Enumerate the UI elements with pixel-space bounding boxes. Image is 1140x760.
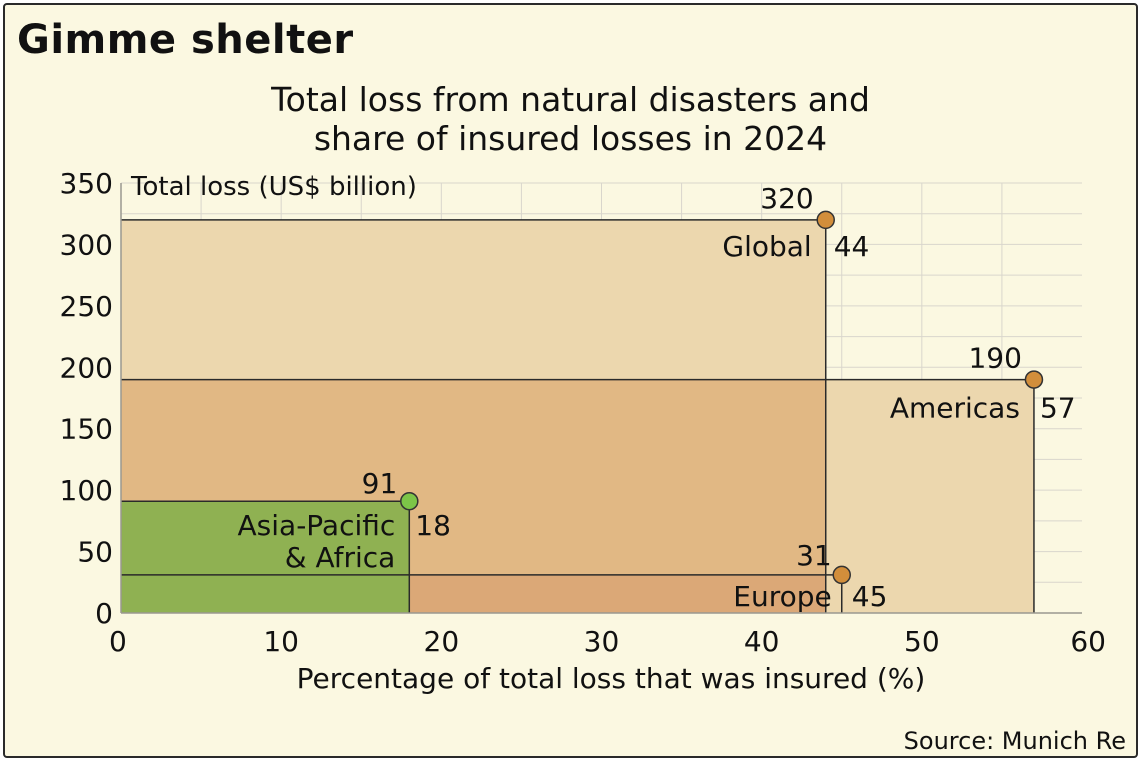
x-tick-label: 0	[109, 625, 127, 658]
region-label-americas: Americas	[890, 392, 1020, 425]
chart-title-line-1: Total loss from natural disasters and	[271, 80, 870, 119]
y-axis-title: Total loss (US$ billion)	[130, 172, 417, 202]
y-tick-label: 0	[95, 597, 113, 630]
region-label-global: Global	[722, 230, 811, 263]
y-tick-label: 150	[60, 413, 113, 446]
marker-asia-pacific	[400, 491, 419, 511]
value-label-europe-insured: 45	[852, 580, 888, 613]
value-label-americas-loss: 190	[968, 342, 1021, 375]
value-label-americas-insured: 57	[1040, 392, 1076, 425]
value-label-asia-pacific-insured: 18	[415, 509, 451, 542]
y-tick-label: 300	[60, 228, 113, 261]
y-tick-label: 100	[60, 474, 113, 507]
marker-europe	[832, 565, 851, 585]
y-tick-label: 50	[77, 536, 113, 569]
x-tick-label: 10	[263, 625, 299, 658]
marker-global	[816, 210, 835, 230]
value-label-asia-pacific-loss: 91	[362, 467, 398, 500]
chart-title-line-2: share of insured losses in 2024	[313, 119, 828, 158]
source-note: Source: Munich Re	[903, 727, 1126, 755]
headline: Gimme shelter	[17, 17, 354, 63]
value-label-global-insured: 44	[834, 230, 870, 263]
x-tick-label: 20	[424, 625, 460, 658]
region-americas-extension	[825, 379, 1034, 613]
x-tick-label: 60	[1070, 625, 1106, 658]
region-label-asia-pacific: Asia-Pacific	[238, 509, 396, 542]
y-tick-label: 350	[60, 167, 113, 200]
region-label-europe: Europe	[733, 580, 831, 613]
value-label-europe-loss: 31	[796, 539, 832, 572]
y-tick-label: 250	[60, 290, 113, 323]
x-tick-label: 50	[904, 625, 940, 658]
region-asia-pacific	[121, 501, 410, 613]
x-tick-label: 40	[744, 625, 780, 658]
x-axis-title: Percentage of total loss that was insure…	[297, 662, 926, 695]
x-tick-label: 30	[584, 625, 620, 658]
marker-americas	[1024, 370, 1044, 389]
value-label-global-loss: 320	[760, 182, 813, 215]
region-label-asia-pacific: & Africa	[285, 541, 396, 574]
y-tick-label: 200	[60, 351, 113, 384]
